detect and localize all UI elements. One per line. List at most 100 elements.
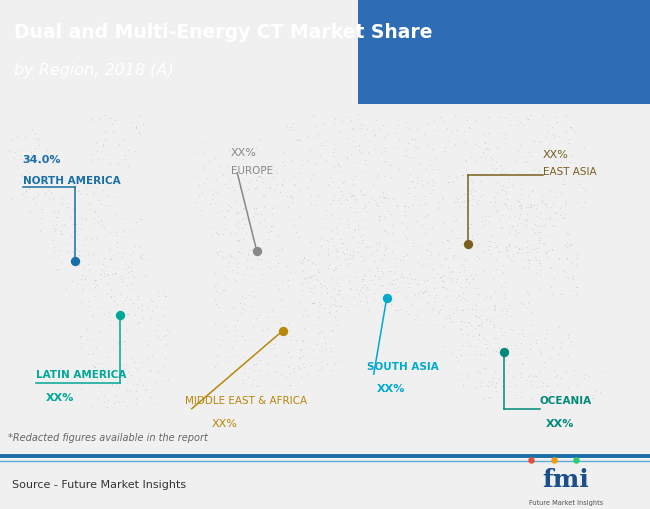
Point <box>289 181 300 189</box>
Point <box>135 131 145 139</box>
Point <box>27 126 37 134</box>
Point <box>438 118 448 126</box>
Point <box>83 351 93 359</box>
Point <box>500 356 511 364</box>
Point <box>463 224 474 233</box>
Point <box>411 125 422 133</box>
Point <box>232 248 242 256</box>
Point <box>436 193 447 202</box>
Bar <box>358 0 650 104</box>
Point <box>254 251 265 259</box>
Point <box>94 370 104 378</box>
Point <box>452 235 462 243</box>
Point <box>400 278 410 286</box>
Point <box>256 278 266 287</box>
Point <box>413 280 424 289</box>
Point <box>457 330 467 338</box>
Point <box>292 136 302 145</box>
Point <box>501 251 512 260</box>
Point <box>424 240 435 248</box>
Point <box>258 163 268 172</box>
Point <box>330 314 341 322</box>
Point <box>251 360 261 368</box>
Point <box>559 177 569 185</box>
Point <box>471 243 482 251</box>
Point <box>504 397 515 405</box>
Point <box>218 286 228 294</box>
Point <box>462 244 472 252</box>
Point <box>567 273 577 281</box>
Text: XX%: XX% <box>211 418 237 428</box>
Point <box>48 195 58 203</box>
Point <box>105 274 115 282</box>
Point <box>222 206 233 214</box>
Point <box>450 306 461 315</box>
Point <box>522 115 532 123</box>
Point <box>571 254 581 263</box>
Point <box>490 256 501 264</box>
Point <box>450 199 460 207</box>
Point <box>104 255 114 263</box>
Point <box>336 240 346 248</box>
Point <box>478 334 489 343</box>
Point <box>391 275 402 283</box>
Point <box>118 137 128 145</box>
Point <box>400 212 410 220</box>
Point <box>343 277 354 286</box>
Point <box>543 232 554 240</box>
Point <box>270 352 280 360</box>
Point <box>300 276 311 284</box>
Point <box>119 337 129 346</box>
Point <box>231 276 241 284</box>
Point <box>29 193 40 201</box>
Point <box>389 284 400 292</box>
Point <box>338 239 348 247</box>
Point <box>531 205 541 213</box>
Point <box>106 294 116 302</box>
Point <box>109 297 119 305</box>
Point <box>380 145 390 153</box>
Point <box>468 186 478 194</box>
Text: NORTH AMERICA: NORTH AMERICA <box>23 176 120 186</box>
Point <box>410 183 420 191</box>
Point <box>306 177 316 185</box>
Point <box>503 178 514 186</box>
Point <box>499 200 510 208</box>
Point <box>307 299 317 307</box>
Point <box>254 382 264 390</box>
Point <box>103 201 114 209</box>
Point <box>332 247 343 256</box>
Point <box>375 213 385 221</box>
Point <box>512 344 523 352</box>
Point <box>329 140 339 149</box>
Point <box>342 250 352 258</box>
Point <box>145 366 155 375</box>
Point <box>409 240 419 248</box>
Point <box>107 251 118 260</box>
Point <box>86 313 97 321</box>
Point <box>356 149 367 157</box>
Point <box>432 322 442 330</box>
Point <box>312 354 322 362</box>
Point <box>20 133 30 142</box>
Point <box>502 195 512 204</box>
Point <box>471 285 481 293</box>
Point <box>248 227 259 235</box>
Point <box>452 276 462 284</box>
Point <box>435 305 445 313</box>
Point <box>455 234 465 242</box>
Point <box>543 128 553 136</box>
Point <box>461 276 471 284</box>
Point <box>316 283 326 291</box>
Point <box>504 382 515 390</box>
Point <box>92 147 102 155</box>
Point <box>514 197 524 206</box>
Point <box>437 283 447 291</box>
Point <box>401 119 411 127</box>
Point <box>480 306 490 314</box>
Point <box>138 381 148 389</box>
Point <box>243 185 254 193</box>
Point <box>98 260 108 268</box>
Point <box>510 342 521 350</box>
Point <box>473 335 483 343</box>
